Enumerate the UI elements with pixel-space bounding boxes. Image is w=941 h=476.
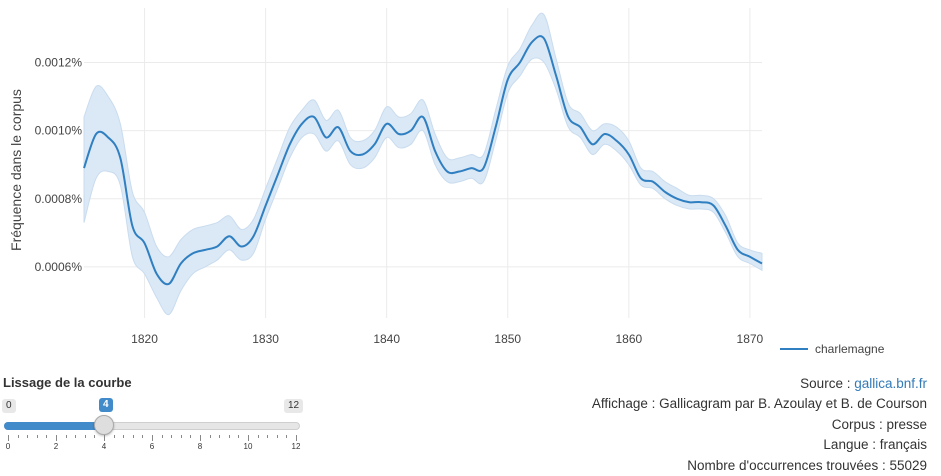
y-tick-label: 0.0010% bbox=[35, 124, 83, 138]
slider-grid-label: 2 bbox=[53, 442, 59, 451]
slider-grid-tick bbox=[267, 435, 269, 438]
legend[interactable]: charlemagne bbox=[780, 342, 885, 356]
smoothing-slider-panel: Lissage de la courbe 0 12 4 0 2 4 6 8 10 12 bbox=[0, 374, 310, 474]
slider-grid-tick bbox=[180, 435, 182, 438]
slider-grid-tick bbox=[248, 435, 249, 441]
confidence-band bbox=[83, 12, 763, 316]
y-tick-label: 0.0006% bbox=[35, 260, 83, 274]
slider-grid-tick bbox=[94, 435, 96, 438]
slider-grid-tick bbox=[161, 435, 163, 438]
slider-grid-tick bbox=[36, 435, 38, 438]
x-tick-label: 1850 bbox=[494, 332, 521, 346]
legend-label: charlemagne bbox=[815, 342, 885, 356]
slider-max-label: 12 bbox=[284, 399, 304, 413]
slider-grid-label: 0 bbox=[5, 442, 11, 451]
slider-grid-tick bbox=[200, 435, 201, 441]
slider-grid-label: 6 bbox=[149, 442, 155, 451]
y-axis-ticks: 0.0006% 0.0008% 0.0010% 0.0012% bbox=[35, 56, 83, 274]
slider-grid-tick bbox=[75, 435, 77, 438]
slider-grid-tick bbox=[257, 435, 259, 438]
slider-grid-label: 12 bbox=[291, 442, 301, 451]
slider-grid-tick bbox=[296, 435, 297, 441]
slider-grid-tick bbox=[65, 435, 67, 438]
slider-value-label: 4 bbox=[99, 398, 113, 412]
slider-grid-tick bbox=[56, 435, 57, 441]
slider-grid-tick bbox=[238, 435, 240, 438]
x-tick-label: 1840 bbox=[373, 332, 400, 346]
slider-grid-tick bbox=[104, 435, 105, 441]
series-line-charlemagne[interactable] bbox=[83, 35, 763, 286]
slider-grid-tick bbox=[142, 435, 144, 438]
y-tick-label: 0.0008% bbox=[35, 192, 83, 206]
slider-grid-label: 8 bbox=[197, 442, 203, 451]
frequency-chart: 1820 1830 1840 1850 1860 1870 0.0006%0.0008%0… bbox=[8, 8, 885, 356]
slider-handle[interactable] bbox=[94, 415, 114, 435]
slider-grid-tick bbox=[123, 435, 125, 438]
slider-grid-tick bbox=[286, 435, 288, 438]
x-axis-ticks: 1820 1830 1840 1850 1860 1870 bbox=[131, 332, 763, 346]
slider-grid-tick bbox=[8, 435, 9, 441]
slider-grid-tick bbox=[209, 435, 211, 438]
slider-grid-tick bbox=[276, 435, 278, 438]
language-info: Langue : français bbox=[823, 437, 927, 453]
source-line: Source : gallica.bnf.fr bbox=[592, 374, 927, 394]
slider-title: Lissage de la courbe bbox=[3, 375, 132, 390]
occurrences-count: Nombre d'occurrences trouvées : 55029 bbox=[687, 457, 927, 473]
source-link[interactable]: gallica.bnf.fr bbox=[854, 376, 927, 391]
info-panel: Source : gallica.bnf.fr Affichage : Gall… bbox=[592, 374, 927, 476]
x-tick-label: 1860 bbox=[615, 332, 642, 346]
display-credit: Affichage : Gallicagram par B. Azoulay e… bbox=[591, 396, 927, 412]
x-tick-label: 1820 bbox=[131, 332, 158, 346]
y-tick-label: 0.0012% bbox=[35, 56, 83, 70]
slider-grid-tick bbox=[46, 435, 48, 438]
slider-grid-tick bbox=[219, 435, 221, 438]
slider-min-label: 0 bbox=[2, 399, 16, 413]
corpus-info: Corpus : presse bbox=[831, 416, 927, 432]
source-prefix: Source : bbox=[800, 376, 855, 391]
slider-grid-tick bbox=[171, 435, 173, 438]
slider-grid-tick bbox=[132, 435, 134, 438]
slider-grid-tick bbox=[84, 435, 86, 438]
slider-grid-tick bbox=[27, 435, 29, 438]
slider-grid-label: 4 bbox=[101, 442, 107, 451]
slider-grid-tick bbox=[17, 435, 19, 438]
slider-grid-tick bbox=[113, 435, 115, 438]
slider-grid-label: 10 bbox=[243, 442, 253, 451]
slider-grid-tick bbox=[228, 435, 230, 438]
slider-grid-tick bbox=[152, 435, 153, 441]
x-tick-label: 1830 bbox=[252, 332, 279, 346]
slider-fill bbox=[4, 422, 104, 430]
slider-grid-tick bbox=[190, 435, 192, 438]
y-axis-label: Fréquence dans le corpus bbox=[8, 89, 24, 251]
x-tick-label: 1870 bbox=[737, 332, 764, 346]
